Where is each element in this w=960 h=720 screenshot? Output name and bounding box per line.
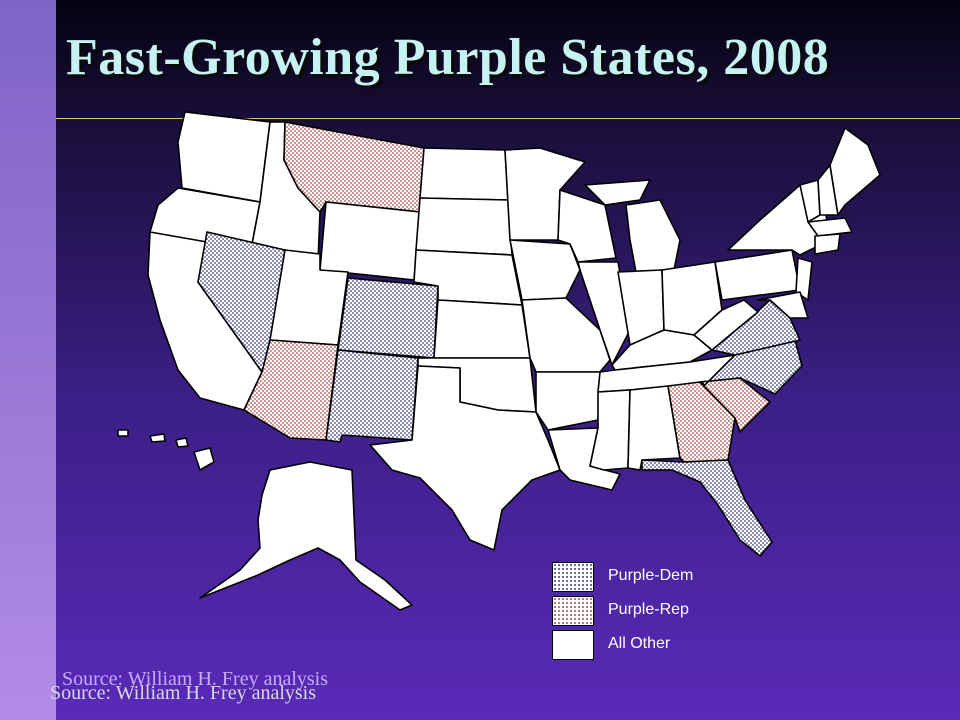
other-swatch [552,630,594,660]
legend-label-purple-dem: Purple-Dem [608,567,694,584]
state-maryland [757,291,809,319]
legend-label-other: All Other [608,635,671,652]
state-colorado [337,277,439,359]
state-iowa [509,239,581,301]
state-new-mexico [325,349,419,443]
title-divider [56,118,960,119]
state-west-virginia [693,299,759,351]
legend-item-other: All Other [552,630,752,660]
state-hawaii-2 [175,437,189,448]
slide-title: Fast-Growing Purple States, 2008 [66,29,830,86]
slide-side-bar [0,0,56,720]
legend-item-purple-dem: Purple-Dem [552,562,752,592]
state-hawaii-3 [149,433,166,443]
state-wyoming [319,201,421,281]
purple-rep-swatch [552,596,594,626]
source-note-shadow: Source: William H. Frey analysis [50,682,317,704]
legend-label-purple-rep: Purple-Rep [608,601,689,618]
state-arizona [243,339,339,441]
state-hawaii-1 [193,447,215,471]
state-michigan-upper [584,179,651,206]
state-washington [177,111,271,203]
state-kansas [433,299,531,359]
state-arkansas [535,371,601,431]
state-new-jersey [795,257,813,301]
purple-dem-swatch [552,562,594,592]
state-texas [369,365,561,551]
state-michigan [625,199,681,273]
state-massachusetts [807,217,853,237]
state-hawaii-4 [117,429,129,437]
state-north-dakota [419,147,509,201]
state-south-dakota [415,197,513,256]
source-note: Source: William H. Frey analysis [62,668,329,690]
state-pennsylvania [714,249,801,301]
state-missouri [521,297,611,373]
legend-item-purple-rep: Purple-Rep [552,596,752,626]
state-alaska [199,461,413,611]
state-maine [829,127,881,216]
state-florida [641,459,773,557]
state-connecticut [814,233,841,255]
